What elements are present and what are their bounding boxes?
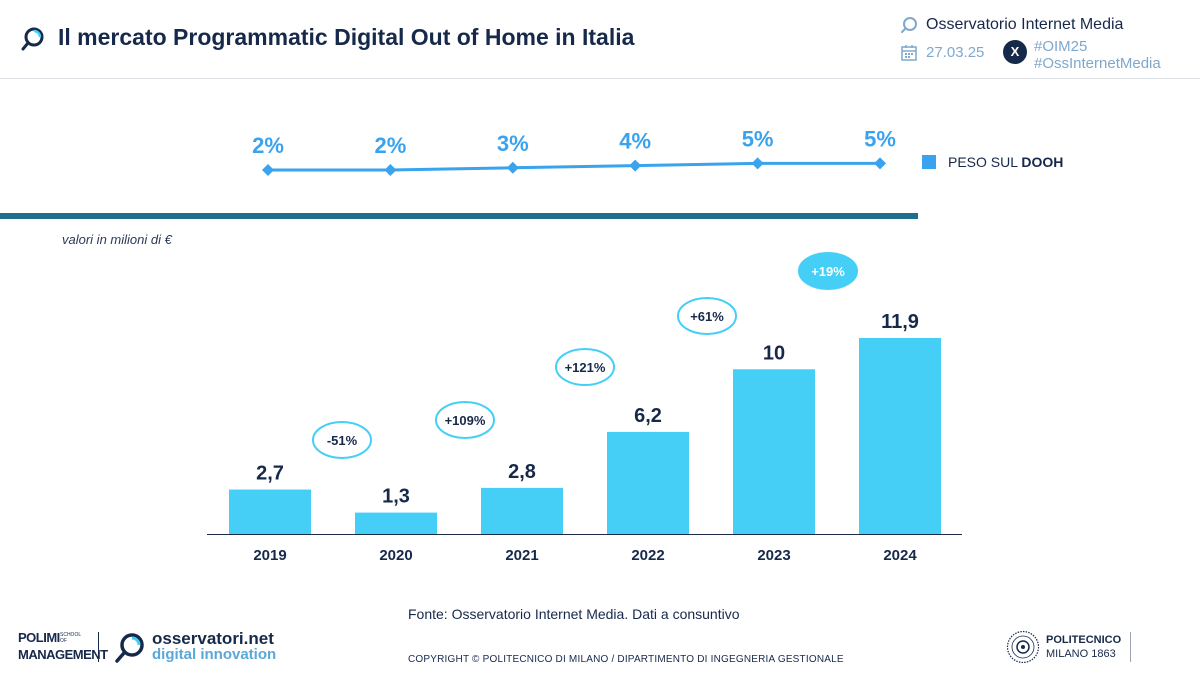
growth-bubble (555, 348, 615, 386)
header-divider (0, 78, 1200, 79)
units-note: valori in milioni di € (62, 232, 172, 247)
growth-label: +109% (445, 413, 486, 428)
growth-label: +19% (811, 264, 845, 279)
share-label: 2% (252, 133, 284, 158)
bar-value-label: 2,8 (508, 461, 536, 483)
source-note: Fonte: Osservatorio Internet Media. Dati… (408, 606, 740, 622)
share-label: 5% (742, 126, 774, 151)
growth-bubble (677, 297, 737, 335)
osservatori-magnifier-icon (115, 633, 144, 663)
presentation-date: 27.03.25 (926, 44, 985, 61)
polimi-logo-school: SCHOOL OF (60, 632, 81, 644)
page-title: Il mercato Programmatic Digital Out of H… (58, 24, 635, 50)
copyright-note: COPYRIGHT © POLITECNICO DI MILANO / DIPA… (408, 654, 844, 665)
share-label: 3% (497, 131, 529, 156)
legend-label-prefix: PESO SUL (948, 154, 1022, 170)
share-point (629, 159, 642, 172)
legend-swatch (922, 155, 936, 169)
section-divider (0, 213, 918, 219)
share-label: 4% (619, 129, 651, 154)
bar (733, 369, 815, 534)
observatory-logo-icon (901, 17, 917, 33)
x-tick-label: 2022 (631, 547, 664, 564)
calendar-icon (901, 45, 917, 61)
osservatori-logo-line1: osservatori.net (152, 629, 274, 648)
growth-bubble (798, 252, 858, 290)
polimi-logo-line1: POLIMI (18, 630, 60, 645)
share-of-dooh-line-chart: 2% 2% 3% 4% 5% 5% (252, 126, 896, 176)
header: Il mercato Programmatic Digital Out of H… (0, 0, 1200, 78)
bar-value-label: 2,7 (256, 463, 284, 485)
bar-value-label: 10 (763, 342, 785, 364)
bar-value-label: 1,3 (382, 486, 410, 508)
legend-label-bold: DOOH (1021, 154, 1064, 170)
share-point (874, 157, 886, 170)
share-line (268, 161, 880, 172)
growth-bubble (312, 421, 372, 459)
x-tick-label: 2024 (883, 547, 917, 564)
bar (481, 487, 563, 534)
x-tick-label: 2023 (757, 547, 790, 564)
bar (355, 512, 437, 534)
bar (229, 489, 311, 534)
growth-label: +61% (690, 309, 724, 324)
osservatori-logo-line2: digital innovation (152, 646, 277, 663)
politecnico-seal-icon (1006, 630, 1040, 664)
polimi-logo-line2: MANAGEMENT (18, 647, 108, 662)
share-point (262, 164, 274, 176)
share-label: 5% (864, 126, 896, 151)
share-point (751, 157, 764, 170)
growth-label: +121% (565, 360, 606, 375)
bar-value-label: 11,9 (881, 311, 919, 333)
politecnico-logo-line1: POLITECNICO (1046, 634, 1122, 646)
x-social-icon[interactable]: X (1003, 40, 1027, 64)
growth-bubble (435, 401, 495, 439)
legend-label: PESO SUL DOOH (948, 154, 1063, 170)
bar-value-label: 6,2 (634, 405, 662, 427)
observatory-name: Osservatorio Internet Media (926, 16, 1124, 33)
hashtag-oim25[interactable]: #OIM25 (1034, 38, 1088, 55)
hashtag-ossinternetmedia[interactable]: #OssInternetMedia (1034, 55, 1161, 72)
x-tick-label: 2019 (253, 547, 286, 564)
programmatic-dooh-bar-chart: 2,7 2019 1,3 2020 2,8 2021 6,2 2022 10 2023 11,9 20… (207, 252, 962, 564)
logo-separator (98, 632, 99, 662)
politecnico-logo-line2: MILANO 1863 (1046, 648, 1116, 660)
share-point (384, 164, 397, 176)
politecnico-separator (1130, 632, 1131, 662)
x-tick-label: 2020 (379, 547, 412, 564)
bar (607, 431, 689, 534)
bar (859, 338, 941, 534)
share-label: 2% (375, 133, 407, 158)
share-point (506, 161, 519, 174)
header-meta: Osservatorio Internet Media 27.03.25 X #… (900, 12, 1190, 76)
x-tick-label: 2021 (505, 547, 538, 564)
polimi-logo: POLIMI SCHOOL OF MANAGEMENT (18, 630, 108, 664)
growth-label: -51% (327, 433, 358, 448)
magnifier-logo-icon (21, 27, 44, 51)
